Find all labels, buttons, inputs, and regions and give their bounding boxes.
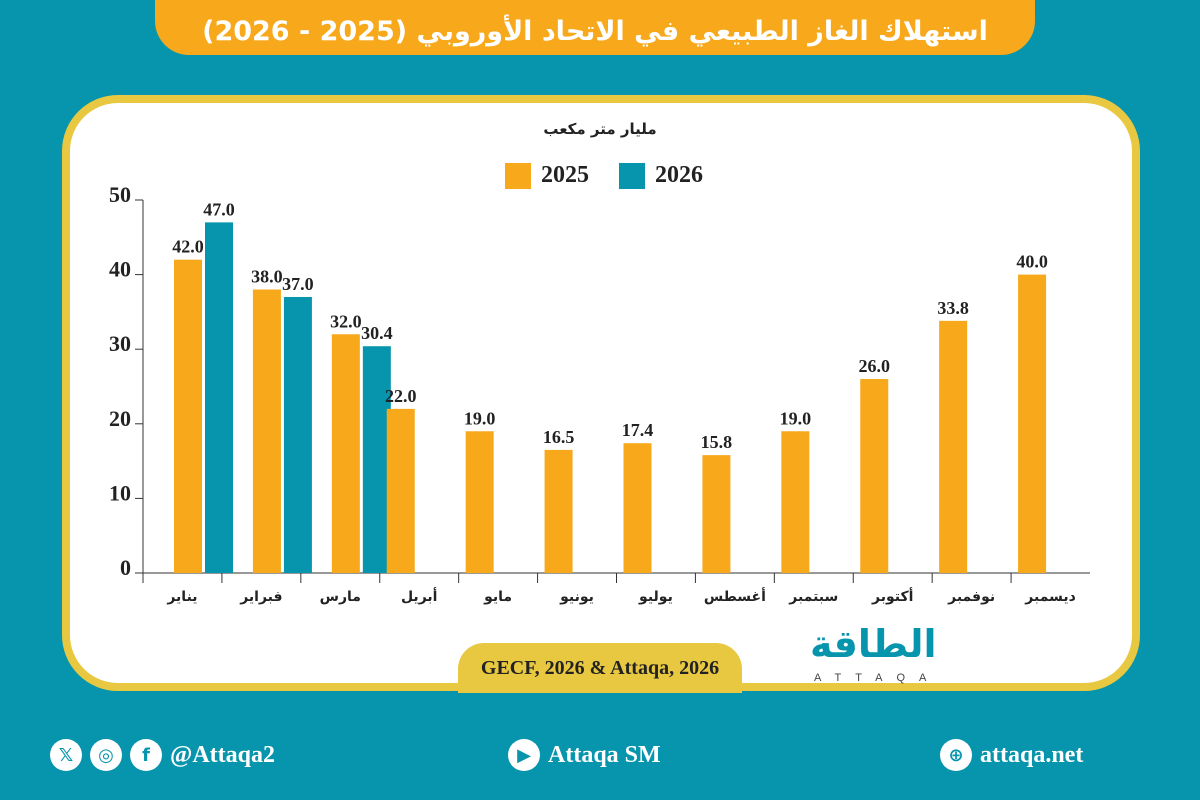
instagram-icon[interactable]: ◎ [90, 739, 122, 771]
bar-2026 [283, 296, 312, 573]
data-label-2025: 16.5 [543, 427, 575, 447]
data-label-2025: 26.0 [859, 356, 891, 376]
x-tick-label: ديسمبر [1024, 589, 1076, 605]
legend-swatch-2026 [619, 162, 645, 189]
legend-swatch-2025 [505, 162, 531, 189]
x-tick-label: مارس [320, 589, 361, 605]
data-label-2026: 30.4 [361, 323, 393, 343]
legend-item-2026: 2026 [619, 162, 703, 189]
youtube-channel[interactable]: Attaqa SM [548, 741, 661, 768]
bar-2026 [362, 346, 391, 573]
social-handle[interactable]: @Attaqa2 [170, 741, 275, 768]
logo-latin: ATTAQA [814, 672, 941, 684]
data-label-2025: 38.0 [251, 267, 283, 287]
data-label-2025: 17.4 [622, 420, 654, 440]
legend: 2025 2026 [505, 162, 703, 189]
data-label-2025: 40.0 [1016, 252, 1048, 272]
data-label-2026: 37.0 [282, 274, 314, 294]
x-icon[interactable]: 𝕏 [50, 739, 82, 771]
y-tick-label: 50 [109, 182, 131, 207]
logo-arabic: الطاقة [810, 622, 937, 666]
attaqa-logo: الطاقة ATTAQA [800, 622, 960, 692]
bar-2025 [702, 455, 731, 573]
y-unit-label: مليار متر مكعب [543, 120, 657, 138]
x-tick-label: نوفمبر [947, 589, 995, 605]
data-label-2026: 47.0 [203, 199, 235, 219]
chart-title: استهلاك الغاز الطبيعي في الاتحاد الأوروب… [202, 16, 988, 47]
data-label-2025: 32.0 [330, 311, 362, 331]
footer-youtube: ▶ Attaqa SM [508, 735, 661, 775]
y-tick-label: 20 [109, 406, 131, 431]
legend-label-2025: 2025 [541, 162, 589, 188]
x-tick-label: يوليو [638, 589, 673, 605]
title-banner: استهلاك الغاز الطبيعي في الاتحاد الأوروب… [155, 0, 1035, 55]
facebook-icon[interactable]: f [130, 739, 162, 771]
footer-social: 𝕏 ◎ f @Attaqa2 [50, 735, 275, 775]
data-label-2025: 15.8 [701, 432, 733, 452]
y-tick-label: 40 [109, 257, 131, 282]
bar-2026 [205, 222, 233, 573]
bar-2025 [331, 334, 360, 573]
bar-2025 [860, 379, 889, 573]
bar-2025 [781, 431, 810, 573]
data-label-2025: 19.0 [464, 408, 496, 428]
data-label-2025: 19.0 [780, 408, 812, 428]
x-tick-label: مايو [483, 589, 512, 605]
bar-2025 [465, 431, 494, 573]
website-link[interactable]: attaqa.net [980, 741, 1084, 768]
x-tick-label: يناير [166, 589, 197, 605]
footer-website: ⊕ attaqa.net [940, 735, 1083, 775]
bar-2025 [386, 408, 415, 573]
bar-2025 [174, 259, 202, 573]
x-tick-label: أبريل [401, 587, 438, 605]
legend-item-2025: 2025 [505, 162, 589, 189]
youtube-icon[interactable]: ▶ [508, 739, 540, 771]
bar-2025 [1018, 274, 1047, 573]
data-label-2025: 33.8 [937, 298, 969, 318]
source-label: GECF, 2026 & Attaqa, 2026 [458, 643, 742, 693]
x-tick-label: سبتمبر [788, 589, 838, 605]
bar-2025 [252, 289, 281, 573]
y-tick-label: 10 [109, 480, 131, 505]
legend-label-2026: 2026 [655, 162, 703, 188]
x-tick-label: أكتوبر [871, 587, 913, 605]
globe-icon[interactable]: ⊕ [940, 739, 972, 771]
bar-2025 [544, 449, 573, 573]
bar-2025 [623, 443, 652, 573]
bar-2025 [939, 320, 968, 573]
x-tick-label: فبراير [239, 589, 282, 605]
y-tick-label: 30 [109, 331, 131, 356]
data-label-2025: 42.0 [172, 237, 204, 257]
x-tick-label: أغسطس [704, 587, 766, 605]
y-tick-label: 0 [120, 555, 131, 580]
data-label-2025: 22.0 [385, 386, 417, 406]
x-tick-label: يونيو [559, 589, 594, 605]
